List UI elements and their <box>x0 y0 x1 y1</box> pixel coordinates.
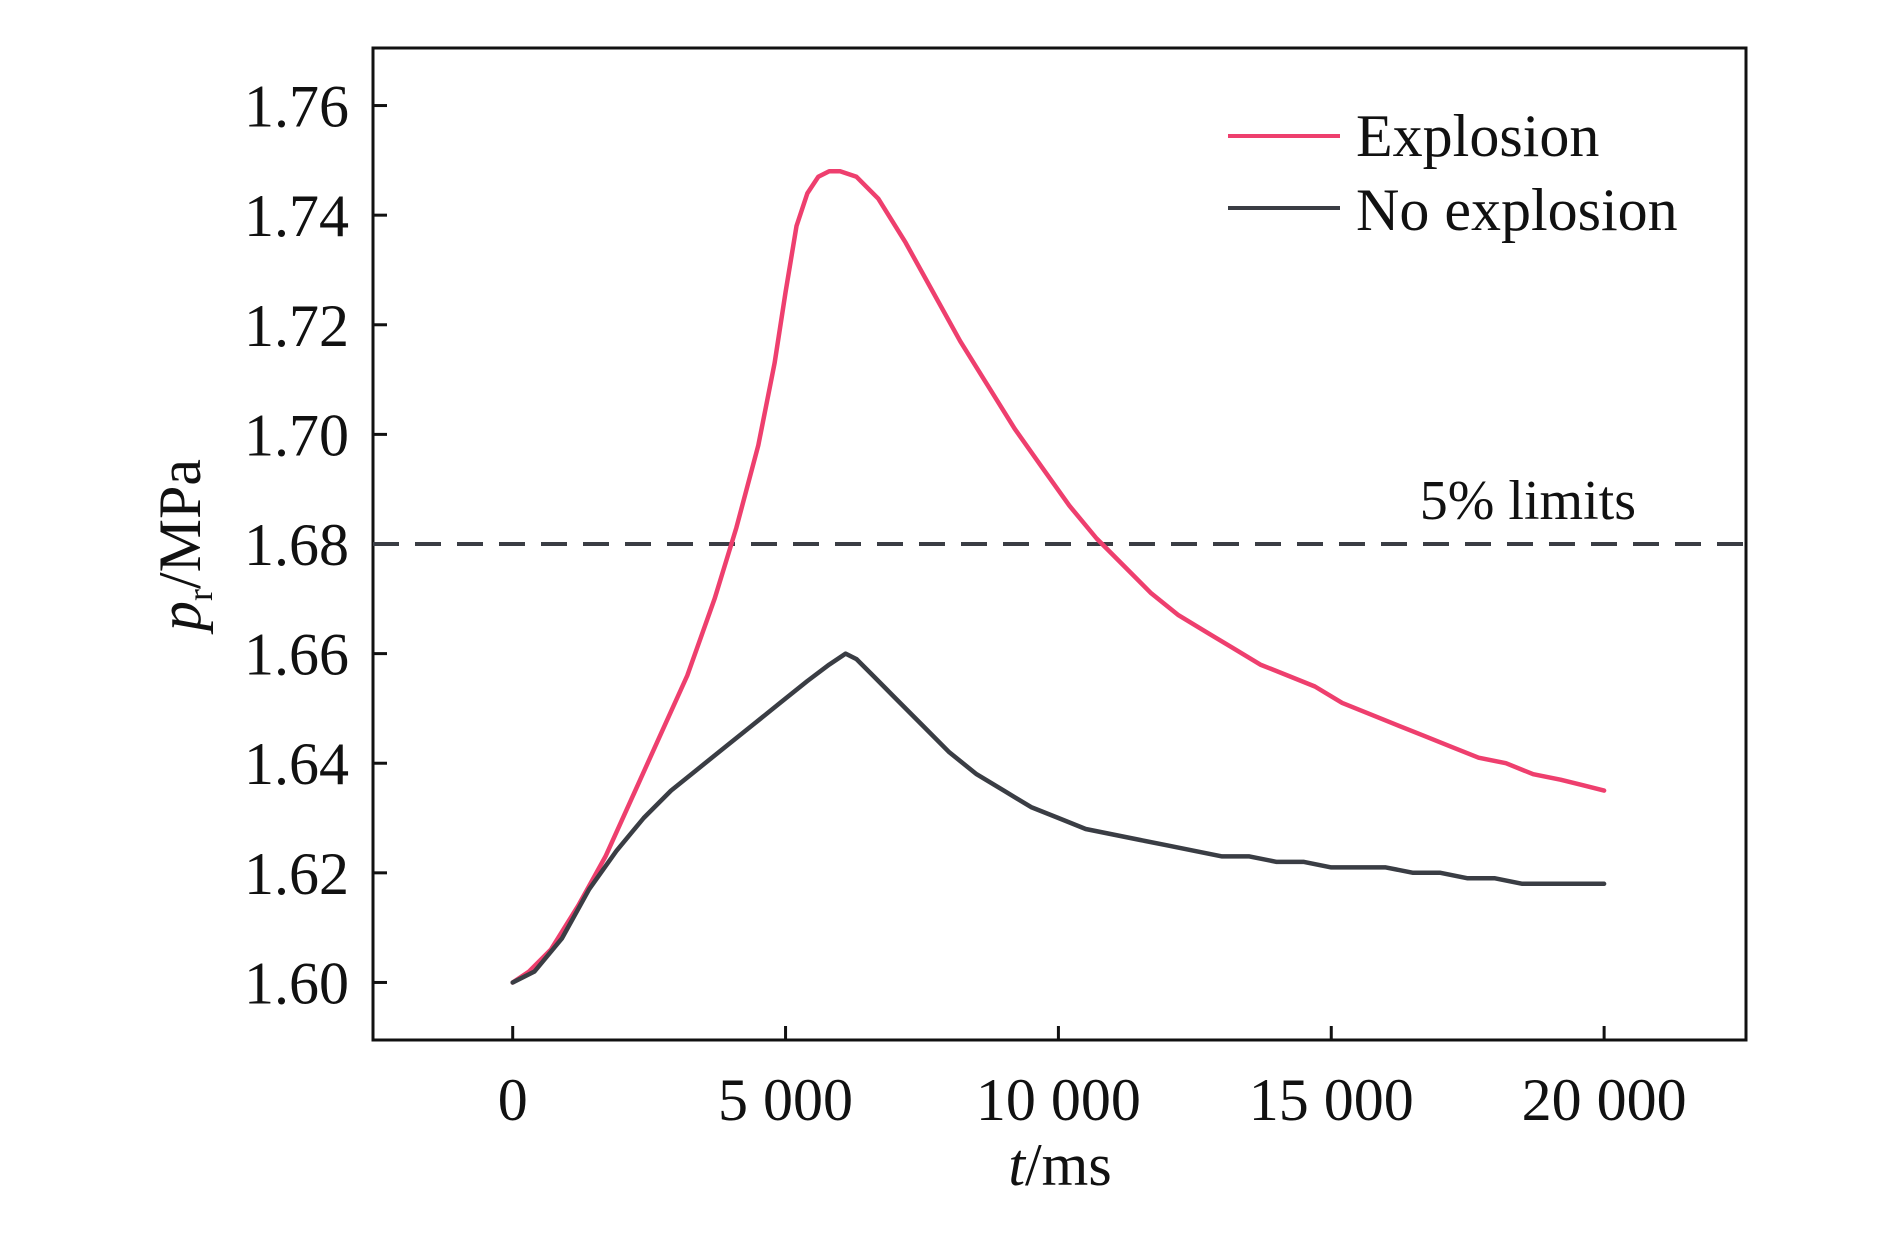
y-tick-label-7: 1.74 <box>244 183 349 249</box>
series-line-explosion <box>510 169 1607 985</box>
axis-ticks: 0 5 000 10 000 15 000 20 000 1.60 1.62 1.64 1.66… <box>244 74 1687 1133</box>
y-tick-label-6: 1.72 <box>244 293 349 359</box>
x-tick-label-4: 20 000 <box>1522 1067 1687 1133</box>
x-tick-label-2: 10 000 <box>976 1067 1141 1133</box>
x-tick-label-0: 0 <box>498 1067 528 1133</box>
y-tick-label-8: 1.76 <box>244 74 349 140</box>
x-axis-label-symbol: t <box>1008 1132 1026 1198</box>
x-tick-label-3: 15 000 <box>1249 1067 1414 1133</box>
y-tick-label-4: 1.68 <box>244 512 349 578</box>
legend: Explosion No explosion <box>1228 103 1678 243</box>
y-tick-label-0: 1.60 <box>244 950 349 1016</box>
y-axis-label-symbol: p <box>147 601 213 635</box>
y-axis-label-unit: /MPa <box>147 459 213 589</box>
x-axis-label: t/ms <box>1008 1132 1111 1198</box>
reference-line-group: 5% limits <box>373 470 1746 546</box>
x-axis-label-unit: /ms <box>1025 1132 1112 1198</box>
y-tick-label-3: 1.66 <box>244 622 349 688</box>
y-tick-label-2: 1.64 <box>244 731 349 797</box>
y-axis-label-subscript: r <box>180 589 220 601</box>
legend-label-no-explosion: No explosion <box>1356 177 1678 243</box>
y-axis-label: pr/MPa <box>147 459 220 635</box>
legend-label-explosion: Explosion <box>1356 103 1599 169</box>
series-line-no-explosion <box>510 651 1607 985</box>
y-tick-label-5: 1.70 <box>244 402 349 468</box>
x-tick-label-1: 5 000 <box>718 1067 853 1133</box>
series-lines <box>510 169 1607 985</box>
reference-line-label: 5% limits <box>1420 470 1636 532</box>
y-tick-label-1: 1.62 <box>244 841 349 907</box>
